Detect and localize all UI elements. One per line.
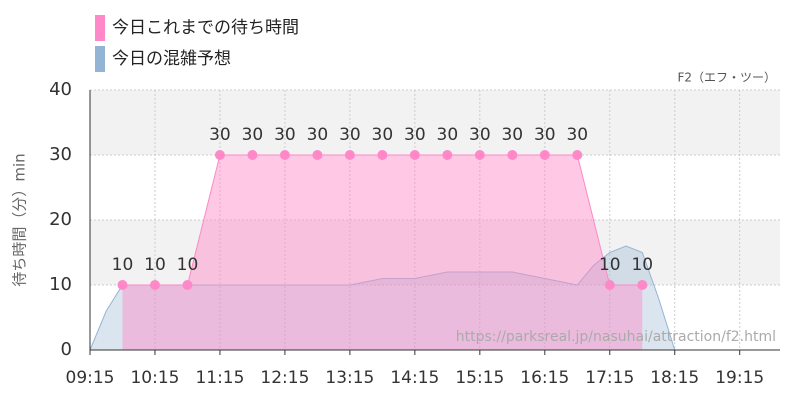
x-tick-label: 15:15 [455, 368, 504, 388]
point [442, 150, 453, 160]
point [247, 150, 258, 160]
value-label: 30 [242, 125, 264, 145]
x-tick-label: 17:15 [585, 368, 634, 388]
x-tick-label: 10:15 [130, 368, 179, 388]
y-tick-label: 20 [49, 209, 72, 230]
value-label: 30 [404, 125, 426, 145]
value-label: 30 [566, 125, 588, 145]
point [539, 150, 550, 160]
point [409, 150, 420, 160]
point [604, 280, 615, 290]
point [637, 280, 648, 290]
x-tick-label: 13:15 [325, 368, 374, 388]
x-tick-label: 09:15 [66, 368, 115, 388]
legend-swatch [95, 15, 105, 41]
point [279, 150, 290, 160]
value-label: 10 [112, 255, 134, 275]
x-tick-label: 18:15 [650, 368, 699, 388]
value-label: 10 [144, 255, 166, 275]
y-tick-label: 0 [61, 339, 72, 360]
value-label: 30 [372, 125, 394, 145]
x-tick-label: 16:15 [520, 368, 569, 388]
chart-subtitle: F2（エフ・ツー） [677, 71, 776, 85]
area [90, 246, 780, 350]
value-label: 10 [631, 255, 653, 275]
point [312, 150, 323, 160]
point [182, 280, 193, 290]
point [214, 150, 225, 160]
y-tick-label: 30 [49, 144, 72, 165]
grid-band [90, 90, 780, 155]
point [117, 280, 128, 290]
point [344, 150, 355, 160]
value-label: 30 [501, 125, 523, 145]
value-label: 10 [177, 255, 199, 275]
value-label: 30 [209, 125, 231, 145]
point [572, 150, 583, 160]
x-tick-label: 12:15 [260, 368, 309, 388]
point [377, 150, 388, 160]
value-label: 30 [307, 125, 329, 145]
x-tick-label: 19:15 [715, 368, 764, 388]
x-tick-label: 14:15 [390, 368, 439, 388]
watermark: https://parksreal.jp/nasuhai/attraction/… [456, 329, 776, 345]
y-tick-label: 10 [49, 274, 72, 295]
value-label: 30 [469, 125, 491, 145]
point [507, 150, 518, 160]
area [122, 155, 643, 350]
value-label: 30 [534, 125, 556, 145]
value-label: 10 [599, 255, 621, 275]
value-label: 30 [274, 125, 296, 145]
point [149, 280, 160, 290]
value-label: 30 [437, 125, 459, 145]
legend-swatch [95, 46, 105, 72]
x-tick-label: 11:15 [195, 368, 244, 388]
legend-label: 今日これまでの待ち時間 [112, 18, 299, 38]
y-axis-label: 待ち時間（分）min [11, 153, 29, 286]
legend-label: 今日の混雑予想 [112, 49, 231, 69]
point [474, 150, 485, 160]
y-tick-label: 40 [49, 79, 72, 100]
value-label: 30 [339, 125, 361, 145]
